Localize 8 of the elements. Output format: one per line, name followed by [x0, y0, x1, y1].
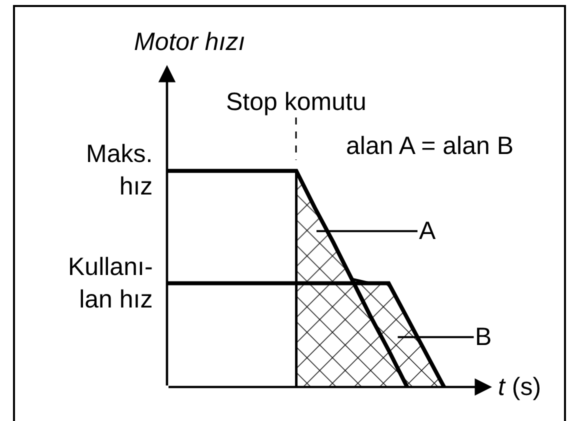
series-label: Kullanı- lan hız	[68, 253, 153, 314]
annotation: A	[419, 217, 436, 245]
text: Stop komutu	[226, 88, 366, 116]
y-axis-title: Motor hızı	[134, 28, 246, 56]
text: B	[475, 323, 492, 351]
text: alan A = alan B	[346, 132, 514, 160]
x-axis-title: t (s)	[498, 373, 542, 401]
series-label: Maks. hız	[86, 140, 153, 200]
